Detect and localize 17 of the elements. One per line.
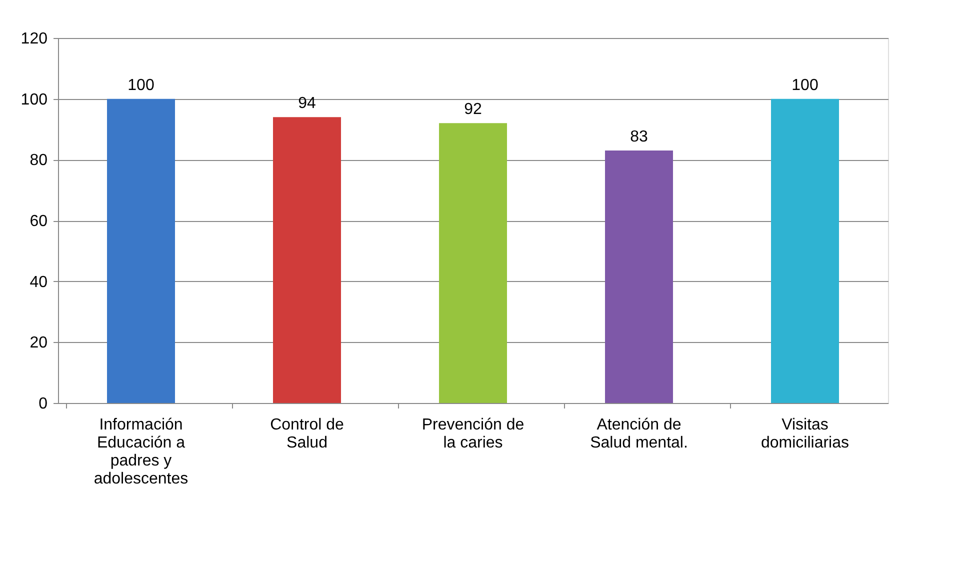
y-tick-label: 60 xyxy=(30,213,48,230)
y-tick-label: 0 xyxy=(38,396,48,412)
data-label: 94 xyxy=(298,95,316,112)
y-tick-label: 80 xyxy=(30,152,48,170)
x-tick-label: Prevención de la caries xyxy=(422,416,524,452)
y-tick-label: 20 xyxy=(30,334,48,352)
x-tick-label: Visitas domiciliarias xyxy=(760,416,850,452)
y-tick-label: 120 xyxy=(20,30,48,48)
y-tick-label: 40 xyxy=(30,274,48,291)
data-label: 100 xyxy=(792,76,818,94)
y-tick-label: 100 xyxy=(20,91,48,108)
x-tick-label: Control de Salud xyxy=(270,416,344,452)
data-label: 92 xyxy=(464,101,482,118)
x-tick-label: Información Educación a padres y adolescentes xyxy=(94,416,188,488)
data-label: 100 xyxy=(128,76,154,94)
data-label: 83 xyxy=(630,128,648,146)
x-tick-label: Atención de Salud mental. xyxy=(590,416,688,452)
